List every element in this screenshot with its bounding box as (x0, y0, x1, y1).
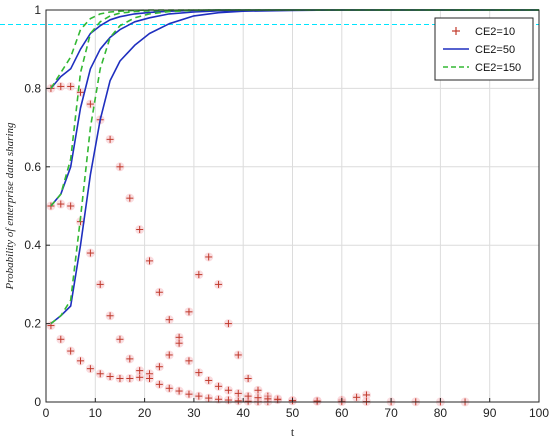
x-tick-label: 60 (335, 406, 349, 420)
y-tick-label: 0.4 (24, 238, 41, 252)
series-2-curve-0-line (50, 9, 539, 325)
legend: CE2=10 CE2=50 CE2=150 (434, 17, 534, 81)
x-tick-label: 90 (483, 406, 497, 420)
x-tick-label: 50 (286, 406, 300, 420)
x-tick-label: 10 (89, 406, 103, 420)
x-tick-label: 100 (529, 406, 549, 420)
x-tick-label: 70 (384, 406, 398, 420)
y-tick-label: 0.2 (24, 317, 41, 331)
y-tick-label: 0.6 (24, 160, 41, 174)
x-tick-label: 30 (187, 406, 201, 420)
y-tick-label: 0.8 (24, 81, 41, 95)
x-tick-label: 40 (237, 406, 251, 420)
ticks: 0 10 20 30 40 50 60 70 80 90 100 0 0.2 0.4 0.6 0.8 1 (24, 3, 549, 420)
y-tick-label: 0 (34, 395, 41, 409)
legend-label: CE2=50 (475, 44, 515, 56)
x-axis-title: t (291, 425, 295, 439)
y-axis-title: Probability of enterprise data sharing (4, 122, 16, 291)
x-tick-label: 20 (138, 406, 152, 420)
x-tick-label: 80 (434, 406, 448, 420)
y-tick-label: 1 (34, 3, 41, 17)
legend-label: CE2=10 (475, 26, 515, 38)
legend-label: CE2=150 (475, 62, 521, 74)
x-tick-label: 0 (43, 406, 50, 420)
legend-box (434, 17, 534, 81)
